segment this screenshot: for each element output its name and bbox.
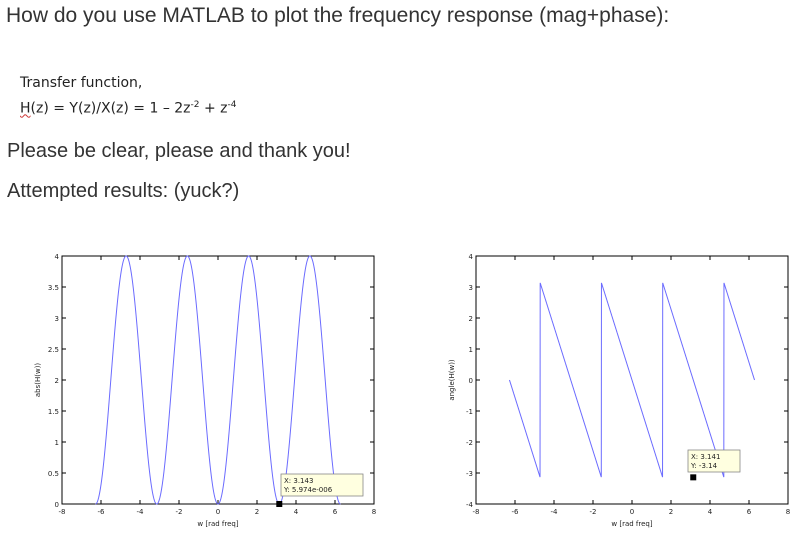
equation-lhs: (z) = Y(z)/X(z) = 1 – 2z — [30, 100, 191, 117]
chart-2: -8 -6 -4 -2 0 2 4 6 8 -4 -3 -2 -1 0 1 2 3 4 w [rad freq] an… — [448, 253, 790, 528]
transfer-function-equation: H(z) = Y(z)/X(z) = 1 – 2z-2 + z-4 — [20, 94, 237, 120]
x-tick-label: 8 — [786, 508, 790, 516]
x-tick-label: 8 — [372, 508, 376, 516]
y-tick-label: 3 — [469, 284, 473, 292]
x-tick-label: 4 — [294, 508, 299, 516]
x-tick-label: -4 — [551, 508, 559, 516]
x-tick-label: 2 — [669, 508, 673, 516]
x-tick-label: 6 — [747, 508, 752, 516]
y-tick-label: 1.5 — [48, 408, 59, 416]
x-tick-label: 0 — [216, 508, 220, 516]
y-axis-label: abs(H(w)) — [34, 363, 42, 398]
y-tick-label: 3 — [55, 315, 59, 323]
x-tick-label: -2 — [590, 508, 597, 516]
x-tick-label: 6 — [333, 508, 338, 516]
datatip-marker — [276, 500, 283, 507]
series-line — [508, 282, 755, 478]
y-tick-label: 0 — [55, 501, 59, 509]
x-tick-label: 4 — [708, 508, 713, 516]
x-tick-label: 2 — [255, 508, 259, 516]
datatip-x-text: X: 3.141 — [691, 453, 720, 461]
equation-exponent-2: -4 — [227, 100, 237, 110]
y-tick-label: -2 — [466, 439, 473, 447]
x-tick-label: -2 — [176, 508, 183, 516]
y-tick-label: 0 — [469, 377, 473, 385]
chart-1: -8 -6 -4 -2 0 2 4 6 8 0 0.5 1 1.5 2 2.5 3 3.5 4 w [rad fre… — [34, 253, 376, 528]
y-tick-label: 0.5 — [48, 470, 59, 478]
x-tick-label: -6 — [98, 508, 106, 516]
y-tick-label: 1 — [469, 346, 473, 354]
x-tick-label: -4 — [137, 508, 145, 516]
datatip-y-text: Y: -3.14 — [690, 462, 718, 470]
datatip-box — [280, 473, 364, 497]
x-axis-label: w [rad freq] — [611, 520, 652, 528]
transfer-function-label: Transfer function, — [20, 75, 143, 91]
y-tick-label: -4 — [466, 501, 474, 509]
y-tick-label: -3 — [466, 470, 473, 478]
x-tick-label: -8 — [473, 508, 480, 516]
equation-h: H — [20, 100, 31, 117]
datatip-marker — [690, 474, 697, 481]
plot-axes-box — [61, 255, 375, 505]
x-axis-label: w [rad freq] — [197, 520, 238, 528]
datatip-x-text: X: 3.143 — [284, 477, 313, 485]
series-line — [95, 255, 341, 505]
equation-mid: + z — [199, 100, 228, 117]
y-tick-label: -1 — [466, 408, 473, 416]
equation-exponent-1: -2 — [190, 100, 200, 110]
y-tick-label: 2 — [55, 377, 59, 385]
x-tick-label: -8 — [59, 508, 66, 516]
y-tick-label: 3.5 — [48, 284, 59, 292]
y-tick-label: 2 — [469, 315, 473, 323]
transfer-function-image: Transfer function, H(z) = Y(z)/X(z) = 1 … — [20, 72, 237, 120]
y-axis-label: angle(H(w)) — [448, 359, 456, 401]
x-tick-label: -6 — [512, 508, 520, 516]
x-tick-label: 0 — [630, 508, 634, 516]
question-title: How do you use MATLAB to plot the freque… — [6, 4, 670, 27]
datatip-y-text: Y: 5.974e-006 — [283, 486, 333, 494]
y-tick-label: 2.5 — [48, 346, 59, 354]
y-tick-label: 4 — [469, 253, 474, 261]
y-tick-label: 4 — [55, 253, 60, 261]
attempted-results-text: Attempted results: (yuck?) — [7, 180, 240, 202]
y-tick-label: 1 — [55, 439, 59, 447]
datatip-box — [687, 449, 741, 473]
request-text: Please be clear, please and thank you! — [7, 140, 351, 162]
